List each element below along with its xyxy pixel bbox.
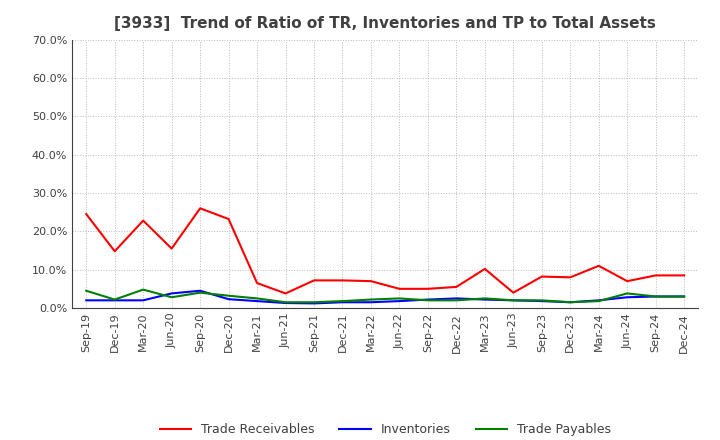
Inventories <box>480 297 489 302</box>
Trade Receivables <box>395 286 404 291</box>
Title: [3933]  Trend of Ratio of TR, Inventories and TP to Total Assets: [3933] Trend of Ratio of TR, Inventories… <box>114 16 656 32</box>
Trade Receivables <box>537 274 546 279</box>
Line: Trade Payables: Trade Payables <box>86 290 684 302</box>
Line: Trade Receivables: Trade Receivables <box>86 208 684 293</box>
Trade Receivables <box>595 263 603 268</box>
Trade Payables <box>480 296 489 301</box>
Trade Payables <box>139 287 148 292</box>
Trade Payables <box>595 298 603 304</box>
Inventories <box>82 298 91 303</box>
Trade Receivables <box>253 280 261 286</box>
Inventories <box>310 301 318 306</box>
Trade Receivables <box>196 205 204 211</box>
Inventories <box>139 298 148 303</box>
Trade Receivables <box>225 216 233 222</box>
Inventories <box>566 300 575 305</box>
Trade Payables <box>366 297 375 302</box>
Trade Receivables <box>423 286 432 291</box>
Trade Receivables <box>452 284 461 290</box>
Trade Receivables <box>139 218 148 223</box>
Trade Payables <box>338 298 347 304</box>
Trade Payables <box>167 295 176 300</box>
Legend: Trade Receivables, Inventories, Trade Payables: Trade Receivables, Inventories, Trade Pa… <box>155 418 616 440</box>
Inventories <box>338 300 347 305</box>
Trade Receivables <box>110 249 119 254</box>
Inventories <box>452 296 461 301</box>
Trade Payables <box>537 298 546 303</box>
Trade Receivables <box>623 279 631 284</box>
Inventories <box>509 298 518 303</box>
Trade Payables <box>82 288 91 293</box>
Trade Receivables <box>680 273 688 278</box>
Inventories <box>423 297 432 302</box>
Trade Payables <box>310 300 318 305</box>
Trade Receivables <box>282 291 290 296</box>
Trade Receivables <box>652 273 660 278</box>
Trade Payables <box>652 294 660 299</box>
Trade Receivables <box>366 279 375 284</box>
Trade Payables <box>395 296 404 301</box>
Trade Receivables <box>310 278 318 283</box>
Trade Payables <box>225 293 233 298</box>
Inventories <box>282 301 290 306</box>
Inventories <box>652 294 660 299</box>
Inventories <box>366 300 375 305</box>
Trade Receivables <box>338 278 347 283</box>
Inventories <box>680 294 688 299</box>
Trade Receivables <box>167 246 176 251</box>
Trade Receivables <box>82 211 91 216</box>
Line: Inventories: Inventories <box>86 291 684 304</box>
Inventories <box>225 297 233 302</box>
Inventories <box>196 288 204 293</box>
Trade Payables <box>282 300 290 305</box>
Trade Payables <box>509 298 518 303</box>
Inventories <box>537 298 546 304</box>
Inventories <box>623 295 631 300</box>
Trade Payables <box>452 298 461 303</box>
Trade Payables <box>623 291 631 296</box>
Trade Receivables <box>509 290 518 295</box>
Inventories <box>110 298 119 303</box>
Trade Payables <box>680 294 688 299</box>
Inventories <box>253 298 261 304</box>
Trade Receivables <box>566 275 575 280</box>
Trade Payables <box>253 296 261 301</box>
Inventories <box>395 298 404 304</box>
Trade Payables <box>110 297 119 302</box>
Inventories <box>595 298 603 303</box>
Trade Payables <box>566 300 575 305</box>
Trade Payables <box>423 298 432 303</box>
Inventories <box>167 291 176 296</box>
Trade Payables <box>196 290 204 295</box>
Trade Receivables <box>480 266 489 271</box>
